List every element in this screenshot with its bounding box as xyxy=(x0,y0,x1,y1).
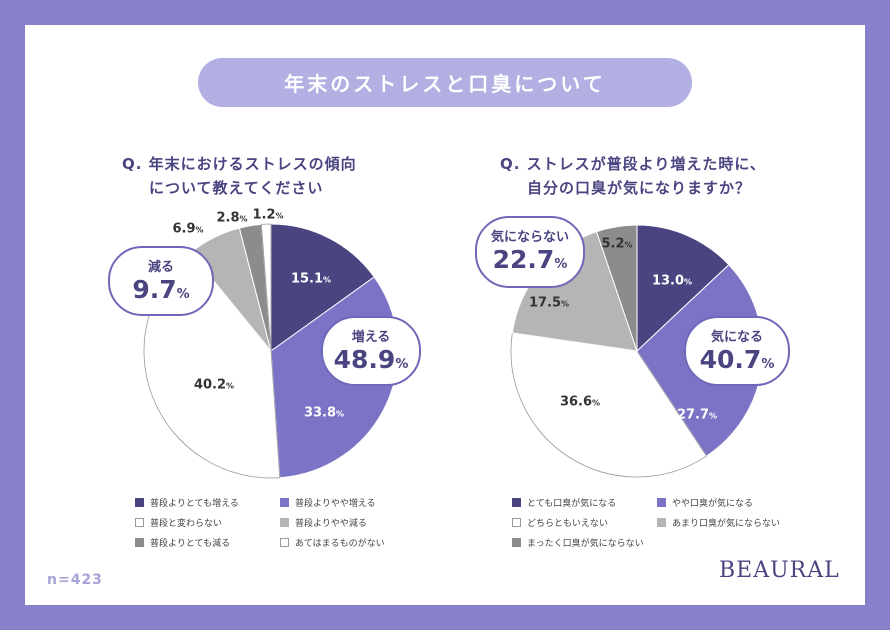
callout-increase-label: 増える xyxy=(351,330,391,345)
legend-label: まったく口臭が気にならない xyxy=(527,539,644,549)
slice-label: 17.5% xyxy=(528,295,570,311)
pie-slice xyxy=(270,223,375,352)
sample-size: n=423 xyxy=(47,572,103,588)
legend-item: あまり口臭が気にならない xyxy=(657,516,817,529)
callout-concerned: 気になる 40.7% xyxy=(684,316,790,386)
pie-slice xyxy=(595,224,638,352)
callout-not-concerned-value: 22.7 xyxy=(492,245,555,274)
question-1: Q. 年末におけるストレスの傾向 について教えてください xyxy=(122,152,357,200)
legend-label: 普段よりやや増える xyxy=(295,499,376,509)
callout-increase-unit: % xyxy=(395,357,409,372)
legend-item: やや口臭が気になる xyxy=(657,496,817,509)
legend-item: まったく口臭が気にならない xyxy=(512,536,657,549)
callout-not-concerned: 気にならない 22.7% xyxy=(475,216,585,288)
callout-concerned-label: 気になる xyxy=(710,330,763,345)
question-1-line-2: について教えてください xyxy=(149,179,324,197)
callout-decrease-value: 9.7 xyxy=(132,275,177,304)
callout-increase: 増える 48.9% xyxy=(321,316,421,386)
legend-swatch xyxy=(135,498,144,507)
legend-item: どちらともいえない xyxy=(512,516,657,529)
brand-logo: BEAURAL xyxy=(719,558,840,583)
legend-item: あてはまるものがない xyxy=(280,536,440,549)
callout-decrease: 減る 9.7% xyxy=(108,246,214,316)
legend-label: やや口臭が気になる xyxy=(672,499,754,509)
callout-not-concerned-label: 気にならない xyxy=(490,230,569,245)
legend-label: あまり口臭が気にならない xyxy=(672,519,781,529)
legend-swatch xyxy=(135,518,144,527)
legend-swatch xyxy=(512,538,521,547)
slice-label: 27.7% xyxy=(676,407,718,423)
question-2-line-2: 自分の口臭が気になりますか？ xyxy=(527,179,752,197)
legend-label: あてはまるものがない xyxy=(295,539,385,549)
legend-label: とても口臭が気になる xyxy=(527,499,617,509)
slice-label: 6.9% xyxy=(172,221,204,237)
page-title: 年末のストレスと口臭について xyxy=(198,58,692,107)
legend-label: 普段よりとても増える xyxy=(150,499,239,509)
legend-label: 普段よりやや減る xyxy=(295,519,367,529)
legend-label: 普段よりとても減る xyxy=(150,539,231,549)
legend-swatch xyxy=(280,498,289,507)
legend-item: 普段よりとても減る xyxy=(135,536,280,549)
slice-label: 13.0% xyxy=(651,273,693,289)
legend-item: とても口臭が気になる xyxy=(512,496,657,509)
callout-concerned-value: 40.7 xyxy=(699,345,762,374)
legend-item: 普段よりやや減る xyxy=(280,516,440,529)
legend-swatch xyxy=(280,518,289,527)
slice-label: 2.8% xyxy=(216,210,248,226)
slice-label: 33.8% xyxy=(303,405,345,421)
question-2-line-1: Q. ストレスが普段より増えた時に、 xyxy=(500,155,766,173)
legend-2: とても口臭が気になる やや口臭が気になるどちらともいえない あまり口臭が気にならない… xyxy=(512,496,817,549)
pie-slice xyxy=(261,223,272,352)
legend-swatch xyxy=(657,498,666,507)
callout-decrease-label: 減る xyxy=(147,260,174,275)
legend-swatch xyxy=(657,518,666,527)
legend-label: 普段と変わらない xyxy=(150,519,223,529)
callout-concerned-unit: % xyxy=(761,357,775,372)
slice-label: 36.6% xyxy=(559,394,601,410)
slice-label: 5.2% xyxy=(601,236,633,252)
pie-slice xyxy=(636,224,730,353)
slice-label: 15.1% xyxy=(290,271,332,287)
legend-item: 普段よりとても増える xyxy=(135,496,280,509)
question-1-line-1: Q. 年末におけるストレスの傾向 xyxy=(122,155,357,173)
legend-swatch xyxy=(512,498,521,507)
callout-increase-value: 48.9 xyxy=(333,345,396,374)
callout-decrease-unit: % xyxy=(176,287,190,302)
pie-slice xyxy=(510,332,708,478)
slice-label: 1.2% xyxy=(252,207,284,223)
legend-item: 普段よりやや増える xyxy=(280,496,440,509)
slice-label: 40.2% xyxy=(193,377,235,393)
legend-label: どちらともいえない xyxy=(527,519,608,529)
question-2: Q. ストレスが普段より増えた時に、 自分の口臭が気になりますか？ xyxy=(500,152,766,200)
legend-1: 普段よりとても増える 普段よりやや増える普段と変わらない 普段よりやや減る普段よりと… xyxy=(135,496,440,549)
legend-swatch xyxy=(135,538,144,547)
legend-swatch xyxy=(280,538,289,547)
legend-swatch xyxy=(512,518,521,527)
callout-not-concerned-unit: % xyxy=(554,257,568,272)
legend-item: 普段と変わらない xyxy=(135,516,280,529)
